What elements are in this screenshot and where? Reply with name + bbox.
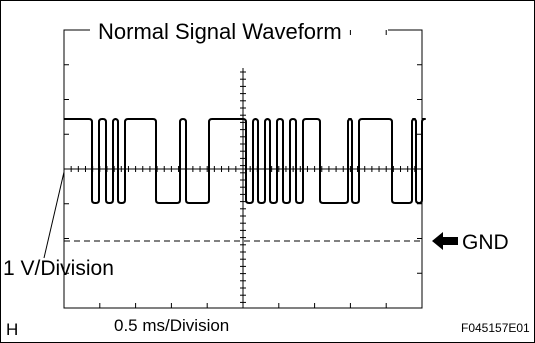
- signal-trace: [64, 118, 426, 204]
- vertical-scale-label: 1 V/Division: [3, 257, 114, 280]
- waveform-title: Normal Signal Waveform: [95, 21, 345, 43]
- vertical-scale-leader-line: [43, 171, 65, 259]
- axis-minor-ticks: [63, 71, 416, 303]
- left-arrow-icon: [432, 232, 458, 250]
- ground-marker-label: GND: [462, 231, 509, 254]
- horizontal-scale-label: 0.5 ms/Division: [114, 316, 230, 335]
- corner-letter: H: [6, 320, 19, 339]
- figure-id: F045157E01: [461, 321, 530, 335]
